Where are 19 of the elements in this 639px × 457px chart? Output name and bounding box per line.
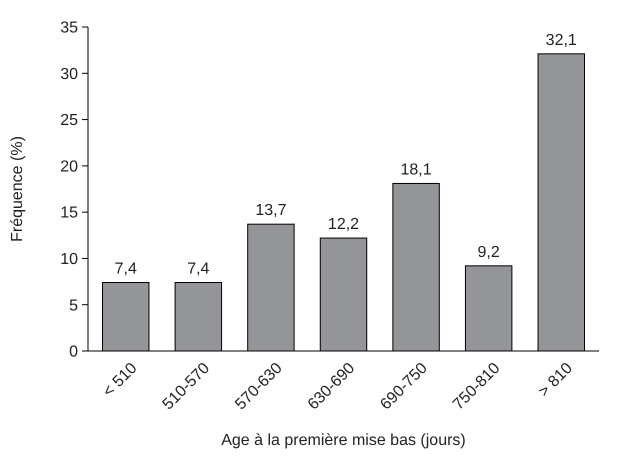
x-axis-title: Age à la première mise bas (jours) xyxy=(221,432,466,449)
data-label: 18,1 xyxy=(400,161,432,178)
y-tick-label: 10 xyxy=(60,251,78,268)
x-tick-label: > 810 xyxy=(535,360,576,400)
y-tick-label: 20 xyxy=(60,158,78,176)
data-label: 13,7 xyxy=(255,202,287,220)
data-label: 9,2 xyxy=(478,244,500,261)
data-label: 32,1 xyxy=(546,32,577,49)
y-tick-label: 35 xyxy=(60,20,78,37)
data-label: 7,4 xyxy=(114,260,137,278)
y-tick-label: 15 xyxy=(60,204,78,222)
data-label: 7,4 xyxy=(187,260,210,278)
x-tick-label: < 510 xyxy=(100,360,141,400)
data-label: 12,2 xyxy=(328,216,360,234)
y-tick-label: 0 xyxy=(69,344,78,361)
y-tick-label: 30 xyxy=(60,66,78,83)
y-tick-label: 25 xyxy=(60,112,78,130)
y-tick-label: 5 xyxy=(69,297,78,314)
y-axis-title: Fréquence (%) xyxy=(9,136,26,242)
